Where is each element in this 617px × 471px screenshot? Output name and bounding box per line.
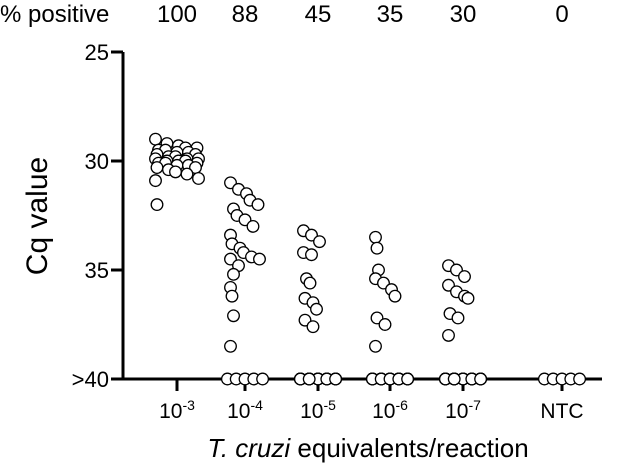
data-point — [251, 198, 265, 212]
data-points — [149, 132, 587, 386]
percent-positive-header: % positive — [0, 1, 109, 28]
data-point — [310, 302, 323, 316]
data-point — [253, 252, 266, 266]
percent-positive-value: 35 — [377, 1, 404, 28]
x-tick-label: 10-7 — [445, 397, 481, 423]
data-point-negative — [573, 372, 587, 386]
x-tick-label: 10-6 — [372, 397, 408, 423]
data-point — [149, 174, 162, 188]
x-tick-label: 10-5 — [300, 397, 336, 423]
data-point-negative — [329, 372, 343, 386]
data-point-negative — [447, 372, 461, 386]
data-point — [313, 235, 326, 249]
data-point-negative — [401, 372, 415, 386]
data-point — [227, 309, 240, 323]
data-point — [305, 248, 318, 262]
x-axis-label-italic: T. cruzi — [207, 433, 291, 463]
data-point — [246, 219, 260, 233]
data-point — [149, 132, 162, 146]
percent-positive-value: 88 — [232, 1, 259, 28]
data-point — [225, 289, 239, 303]
y-tick-label: >40 — [72, 367, 109, 392]
data-point — [303, 276, 317, 290]
percent-positive-value: 100 — [157, 1, 197, 28]
x-tick-label: 10-4 — [227, 397, 263, 423]
axes — [121, 52, 602, 381]
x-axis-label-rest: equivalents/reaction — [290, 433, 528, 463]
y-tick-label: 30 — [85, 149, 109, 174]
data-point — [192, 171, 205, 185]
data-point — [378, 318, 392, 331]
data-point-negative — [474, 372, 488, 386]
y-tick-label: 35 — [85, 258, 109, 283]
data-point — [458, 270, 471, 283]
x-tick-label: NTC — [540, 400, 583, 423]
data-point — [150, 198, 164, 212]
y-tick-label: 25 — [85, 40, 109, 65]
data-point-negative — [302, 372, 316, 386]
data-point — [224, 339, 237, 353]
data-point — [370, 241, 384, 255]
data-point — [442, 328, 455, 342]
data-point — [461, 291, 475, 305]
data-point — [369, 339, 382, 353]
x-axis-ticks: 10-3 10-4 10-5 10-6 10-7 NTC — [159, 379, 584, 423]
data-point — [451, 311, 465, 325]
percent-positive-value: 45 — [305, 1, 332, 28]
percent-positive-value: 30 — [450, 1, 477, 28]
x-tick-label: 10-3 — [159, 397, 195, 423]
data-point — [306, 320, 320, 334]
x-axis-label: T. cruzi equivalents/reaction — [207, 433, 528, 463]
y-axis-ticks: 25 30 35 >40 — [72, 40, 123, 392]
data-point — [388, 289, 402, 303]
data-point — [180, 167, 194, 181]
data-point — [150, 161, 164, 174]
data-point-negative — [256, 372, 270, 386]
data-point — [369, 230, 382, 244]
percent-positive-value: 0 — [555, 1, 568, 28]
data-point — [169, 165, 182, 179]
y-axis-label: Cq value — [21, 157, 54, 275]
percent-positive-values: 100 88 45 35 30 0 — [157, 1, 569, 28]
data-point — [227, 267, 240, 281]
